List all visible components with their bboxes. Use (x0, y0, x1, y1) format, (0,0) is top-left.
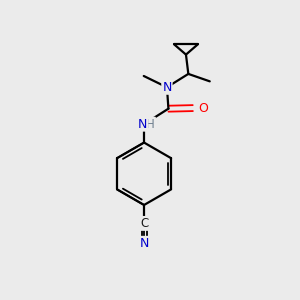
Text: H: H (146, 118, 155, 130)
Text: O: O (198, 102, 208, 115)
Text: N: N (140, 237, 149, 250)
Text: N: N (162, 81, 172, 94)
Text: N: N (138, 118, 147, 130)
Text: C: C (140, 217, 148, 230)
